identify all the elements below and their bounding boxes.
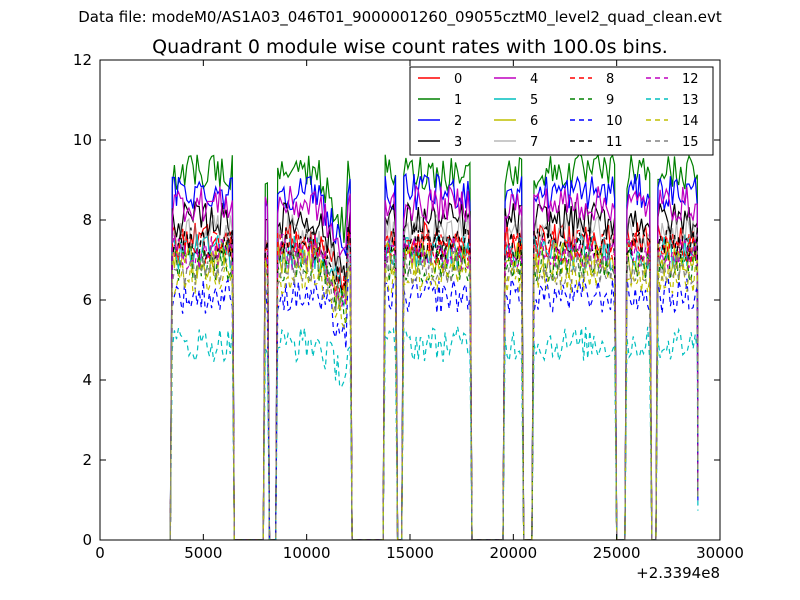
chart-title: Quadrant 0 module wise count rates with … xyxy=(152,36,668,58)
x-tick-label: 25000 xyxy=(593,544,641,562)
y-tick-label: 2 xyxy=(82,451,92,469)
series-line-10 xyxy=(169,277,699,540)
legend-box xyxy=(409,66,714,156)
x-tick-label: 0 xyxy=(95,544,105,562)
legend-label-7: 7 xyxy=(530,135,538,150)
y-tick-label: 8 xyxy=(82,211,92,229)
series-line-9 xyxy=(169,245,699,540)
x-tick-label: 5000 xyxy=(184,544,222,562)
series-line-8 xyxy=(169,229,699,540)
series-line-13 xyxy=(169,326,699,540)
y-tick-label: 10 xyxy=(73,131,92,149)
x-tick-label: 30000 xyxy=(696,544,744,562)
y-tick-label: 4 xyxy=(82,371,92,389)
legend-label-4: 4 xyxy=(530,72,538,87)
legend-label-10: 10 xyxy=(606,114,623,129)
x-tick-label: 20000 xyxy=(489,544,537,562)
y-tick-label: 6 xyxy=(82,291,92,309)
legend-label-8: 8 xyxy=(606,72,614,87)
legend-label-9: 9 xyxy=(606,93,614,108)
legend-label-5: 5 xyxy=(530,93,538,108)
figure-suptitle: Data file: modeM0/AS1A03_046T01_90000012… xyxy=(78,8,722,26)
series-line-3 xyxy=(169,200,699,540)
legend-label-0: 0 xyxy=(454,72,462,87)
legend-label-14: 14 xyxy=(682,114,699,129)
legend-label-13: 13 xyxy=(682,93,699,108)
legend-label-6: 6 xyxy=(530,114,538,129)
series-line-15 xyxy=(169,248,699,540)
x-tick-label: 15000 xyxy=(386,544,434,562)
legend-label-3: 3 xyxy=(454,135,462,150)
y-tick-label: 12 xyxy=(73,51,92,69)
legend-label-11: 11 xyxy=(606,135,623,150)
y-tick-label: 0 xyxy=(82,531,92,549)
legend-label-1: 1 xyxy=(454,93,462,108)
legend-label-12: 12 xyxy=(682,72,699,87)
legend-label-2: 2 xyxy=(454,114,462,129)
x-tick-label: 10000 xyxy=(283,544,331,562)
series-line-14 xyxy=(169,257,699,540)
series-line-7 xyxy=(169,214,699,540)
series-line-6 xyxy=(169,241,699,540)
legend-label-15: 15 xyxy=(682,135,699,150)
series-line-1 xyxy=(169,153,699,540)
series-line-11 xyxy=(169,224,699,540)
x-offset-label: +2.3394e8 xyxy=(636,564,720,582)
series-layer xyxy=(169,153,699,540)
